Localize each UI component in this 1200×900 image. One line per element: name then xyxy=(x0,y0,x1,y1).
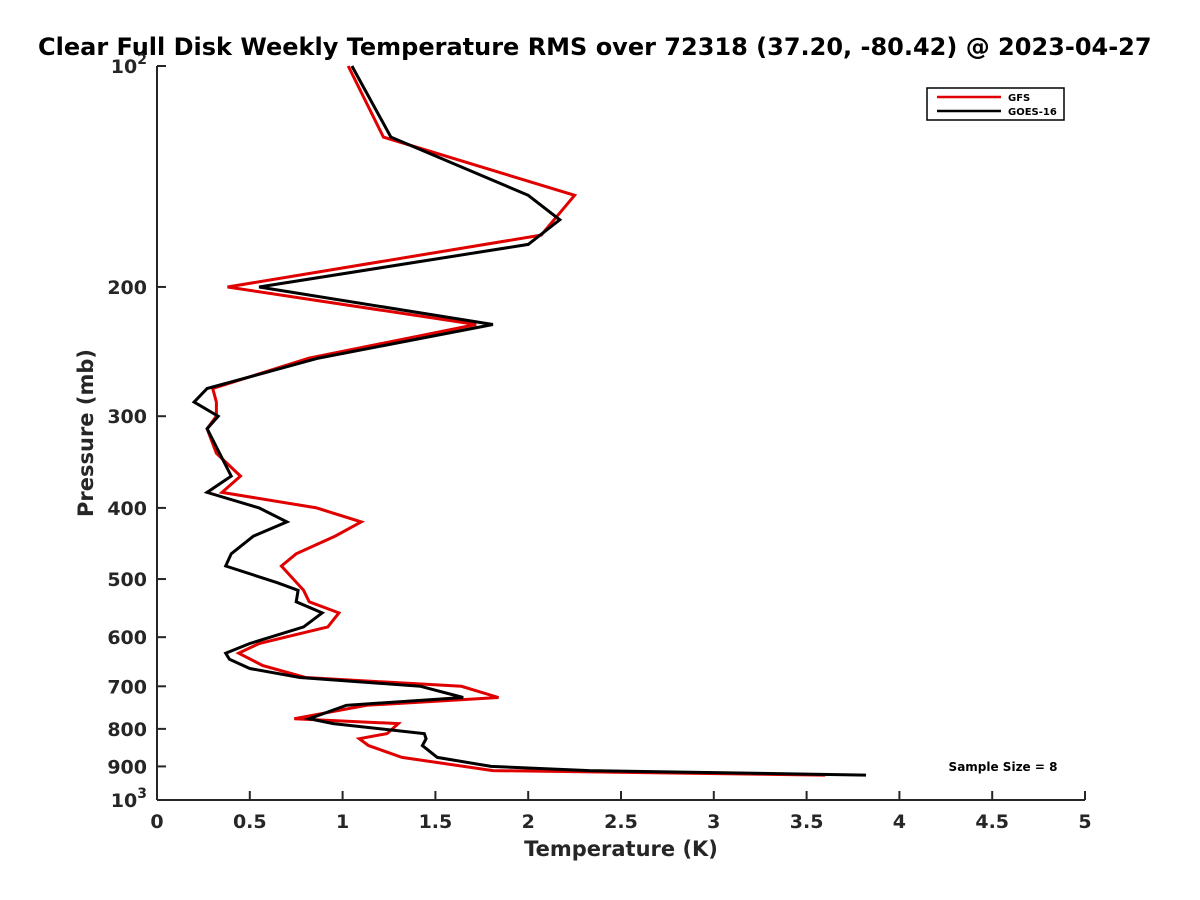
x-tick-label: 4 xyxy=(893,811,906,833)
y-tick-label: 700 xyxy=(107,676,147,698)
y-tick-label: 800 xyxy=(107,719,147,741)
x-tick-label: 1 xyxy=(336,811,349,833)
y-tick-label: 900 xyxy=(107,756,147,778)
y-tick-label: 200 xyxy=(107,277,147,299)
y-tick-label: 600 xyxy=(107,627,147,649)
legend-label: GFS xyxy=(1008,93,1030,104)
y-tick-label: 400 xyxy=(107,498,147,520)
plot-lines xyxy=(191,65,867,777)
chart-title: Clear Full Disk Weekly Temperature RMS o… xyxy=(38,33,1152,61)
x-tick-label: 2.5 xyxy=(604,811,638,833)
legend-label: GOES-16 xyxy=(1008,107,1057,118)
legend-box xyxy=(926,87,1065,121)
series-line-gfs xyxy=(205,65,826,777)
x-tick-label: 0 xyxy=(150,811,163,833)
legend: GFS GOES-16 xyxy=(926,87,1065,121)
y-tick-label: 500 xyxy=(107,569,147,591)
y-tick-label: 102 xyxy=(111,52,147,78)
y-tick-label: 103 xyxy=(111,786,147,812)
x-tick-label: 1.5 xyxy=(419,811,453,833)
sample-size-annotation: Sample Size = 8 xyxy=(949,760,1058,774)
series-line-goes-16 xyxy=(191,65,867,777)
x-tick-label: 0.5 xyxy=(233,811,267,833)
x-tick-label: 4.5 xyxy=(975,811,1009,833)
x-tick-label: 3 xyxy=(707,811,720,833)
x-tick-label: 5 xyxy=(1078,811,1091,833)
x-tick-label: 2 xyxy=(522,811,535,833)
y-tick-label: 300 xyxy=(107,406,147,428)
axes: 0 0.5 1 1.5 2 2.5 3 3.5 4 4.5 5 102 200 300 400 500 600 7… xyxy=(107,52,1091,833)
x-tick-label: 3.5 xyxy=(790,811,824,833)
y-axis-label: Pressure (mb) xyxy=(74,349,98,517)
x-axis-label: Temperature (K) xyxy=(524,837,718,861)
